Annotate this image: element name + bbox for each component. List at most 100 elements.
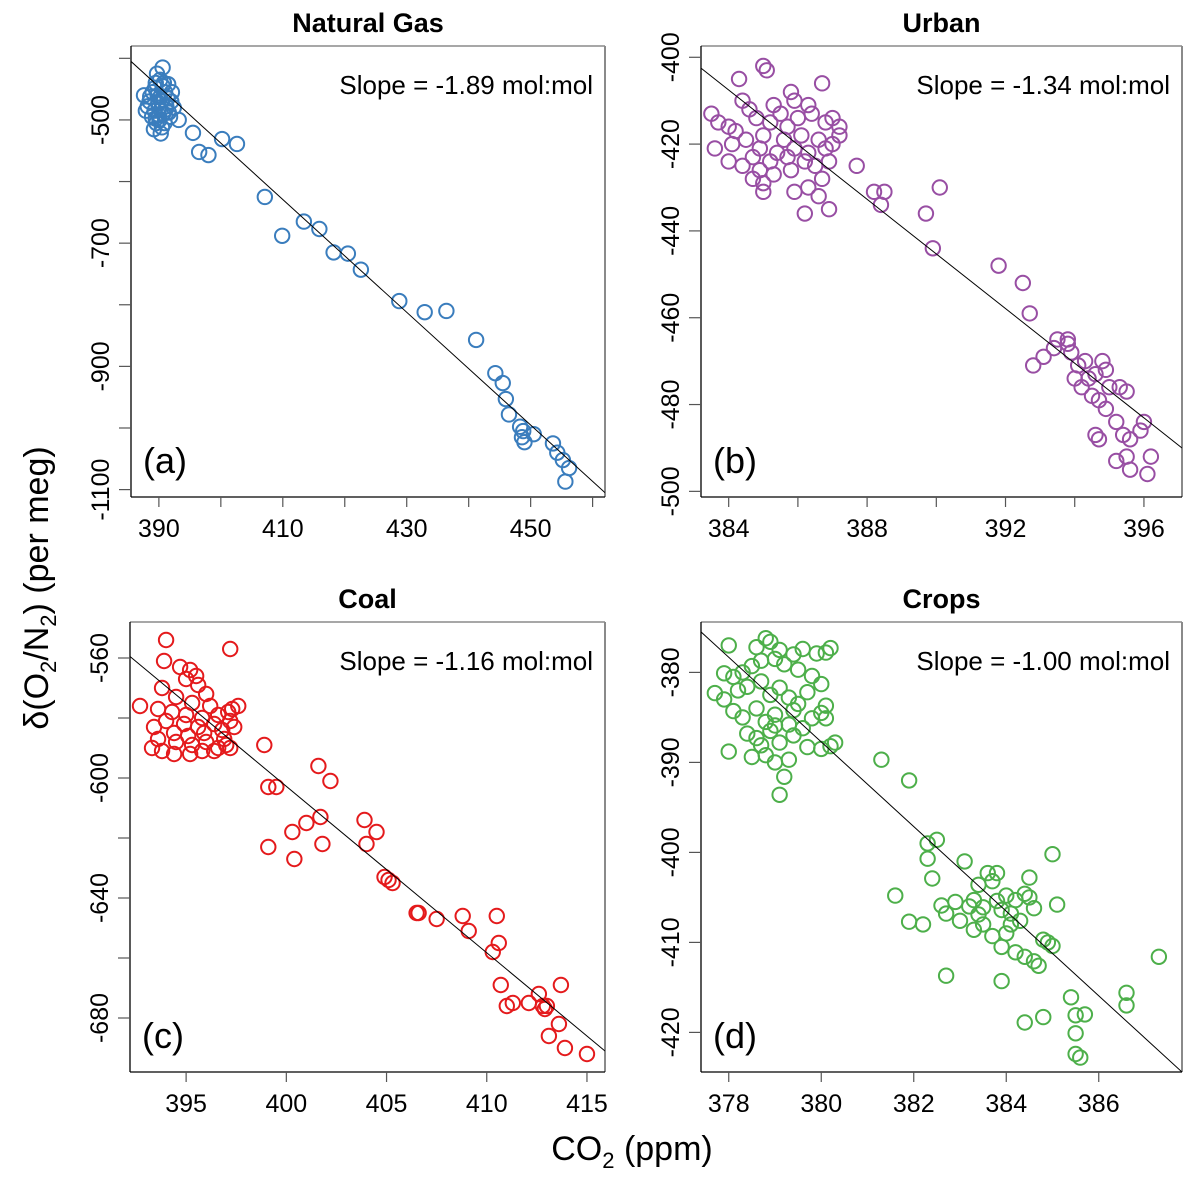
data-point xyxy=(170,111,187,129)
data-point xyxy=(744,170,762,188)
data-point xyxy=(1139,465,1156,483)
data-point xyxy=(1118,984,1135,1001)
data-point xyxy=(165,745,183,763)
data-point xyxy=(1072,1049,1089,1066)
data-point xyxy=(391,292,408,310)
y-tick-label: -420 xyxy=(657,119,685,169)
data-point xyxy=(739,725,756,742)
data-point xyxy=(900,913,918,930)
data-point xyxy=(937,905,955,922)
data-point xyxy=(1062,989,1080,1006)
panel-b: Urban 384 388 392 396 -400 -420 -440 -460 -480 -50… xyxy=(657,8,1183,543)
data-point xyxy=(813,170,831,188)
y-tick-label: -680 xyxy=(86,993,114,1043)
data-point xyxy=(772,105,789,122)
data-point xyxy=(1035,348,1052,365)
data-point xyxy=(1067,1045,1084,1063)
data-point xyxy=(195,724,213,742)
plot-area xyxy=(701,630,1182,1072)
data-point xyxy=(1097,400,1115,418)
data-point xyxy=(993,901,1010,919)
data-point xyxy=(167,733,185,751)
data-point xyxy=(222,640,239,658)
data-point xyxy=(990,257,1007,274)
data-point xyxy=(325,244,342,261)
x-tick-label: 395 xyxy=(165,1090,207,1118)
data-point xyxy=(153,679,171,697)
data-point xyxy=(758,62,775,79)
data-point xyxy=(1014,274,1032,292)
data-point xyxy=(200,146,217,164)
data-point xyxy=(831,118,848,135)
x-tick-label: 380 xyxy=(800,1090,842,1118)
y-tick-label: -380 xyxy=(657,647,685,697)
data-point xyxy=(500,406,518,423)
data-point xyxy=(438,302,455,320)
data-point xyxy=(771,641,788,659)
panel-label: (d) xyxy=(713,1015,757,1056)
data-point xyxy=(813,75,831,92)
data-point xyxy=(887,887,904,904)
data-point xyxy=(310,757,327,775)
x-tick-label: 390 xyxy=(138,515,180,543)
data-point xyxy=(147,110,164,127)
data-point xyxy=(157,631,175,649)
data-point xyxy=(536,1000,554,1018)
x-tick-label: 378 xyxy=(708,1090,750,1118)
x-tick-label: 410 xyxy=(262,515,304,543)
data-point xyxy=(947,893,964,911)
data-point xyxy=(720,153,737,170)
data-point xyxy=(796,153,814,170)
x-tick-label: 410 xyxy=(466,1090,508,1118)
y-tick-label: -500 xyxy=(657,466,685,516)
data-point xyxy=(578,1045,596,1063)
data-point xyxy=(813,740,830,758)
data-point xyxy=(556,1039,574,1057)
x-tick-label: 388 xyxy=(846,515,888,543)
panel-d: Crops 378 380 382 384 386 -380 -390 -400 -410 -420… xyxy=(657,584,1183,1118)
data-point xyxy=(789,661,807,678)
data-point xyxy=(765,166,782,183)
y-tick-label: -410 xyxy=(657,917,685,967)
data-point xyxy=(793,127,810,144)
data-point xyxy=(744,148,762,166)
data-point xyxy=(928,831,946,848)
panel-title: Urban xyxy=(902,8,980,38)
data-point xyxy=(187,667,205,685)
data-point xyxy=(228,135,246,153)
x-tick-label: 415 xyxy=(566,1090,608,1118)
data-point xyxy=(710,114,727,131)
data-point xyxy=(1007,944,1024,961)
data-point xyxy=(766,754,784,771)
data-point xyxy=(1021,889,1038,906)
data-point xyxy=(865,183,883,201)
data-point xyxy=(416,303,433,321)
data-point xyxy=(1121,461,1139,478)
data-point xyxy=(748,700,765,717)
data-point xyxy=(1076,1006,1094,1023)
data-point xyxy=(368,823,385,841)
data-point xyxy=(410,904,427,922)
data-point xyxy=(268,778,285,796)
data-point xyxy=(131,697,149,715)
data-point xyxy=(715,665,733,682)
data-point xyxy=(734,709,751,726)
data-point xyxy=(919,850,936,867)
data-point xyxy=(931,179,948,196)
data-point xyxy=(771,679,788,696)
data-point xyxy=(951,912,969,929)
data-point xyxy=(755,174,772,192)
slope-annotation: Slope = -1.16 mol:mol xyxy=(339,646,593,676)
panel-label: (b) xyxy=(713,440,757,481)
data-point xyxy=(273,227,291,244)
data-point xyxy=(311,220,328,238)
data-point xyxy=(739,678,756,695)
data-point xyxy=(810,187,827,205)
data-point xyxy=(184,124,202,142)
y-tick-label: -420 xyxy=(657,1007,685,1057)
data-point xyxy=(755,57,772,75)
data-point xyxy=(1135,413,1153,431)
data-point xyxy=(1049,331,1066,348)
data-point xyxy=(1025,953,1043,970)
data-point xyxy=(1067,1007,1084,1024)
